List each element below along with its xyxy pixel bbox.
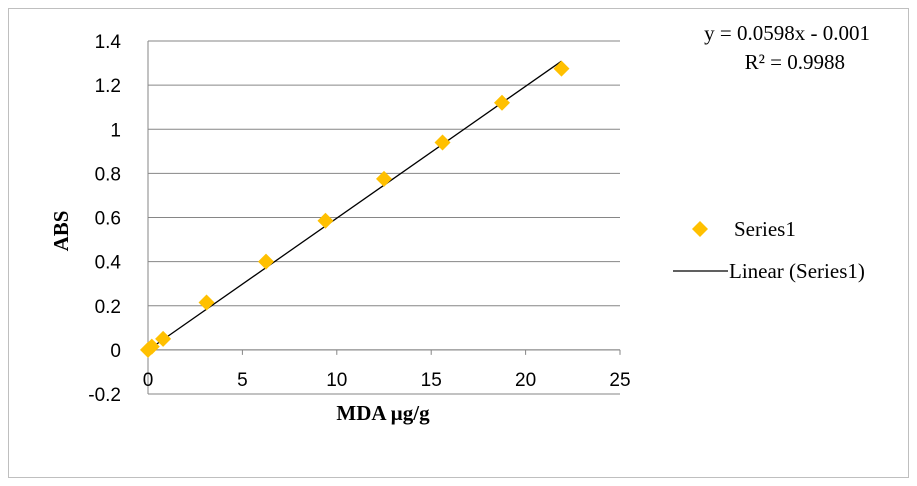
y-tick-label: 1.2 xyxy=(95,76,121,97)
data-point xyxy=(317,212,334,229)
legend-label-series1: Series1 xyxy=(734,217,796,241)
data-point xyxy=(198,294,215,311)
data-point xyxy=(155,330,172,347)
grid-lines xyxy=(148,40,620,395)
data-point xyxy=(258,253,274,270)
data-point xyxy=(553,60,570,77)
x-tick-label: 5 xyxy=(237,370,248,391)
y-tick-label: 0.4 xyxy=(95,253,122,274)
legend-item-series1: Series1 xyxy=(692,217,796,241)
x-tick-labels: 0 5 10 15 20 25 xyxy=(143,370,631,391)
y-tick-label: 0.8 xyxy=(95,164,121,185)
x-axis-title: MDA µg/g xyxy=(336,401,430,425)
y-tick-label: 1 xyxy=(110,120,121,141)
points-layer xyxy=(140,60,570,358)
x-tick-label: 10 xyxy=(326,370,347,391)
y-tick-label: 0 xyxy=(110,341,121,362)
y-tick-label: 0.6 xyxy=(95,209,121,230)
x-tick-label: 25 xyxy=(609,370,630,391)
legend-item-trendline: Linear (Series1) xyxy=(673,259,865,283)
data-point xyxy=(143,338,160,355)
trendline xyxy=(147,60,562,351)
y-tick-label: 0.2 xyxy=(95,297,121,318)
x-tick-label: 15 xyxy=(421,370,442,391)
trendline-equation: y = 0.0598x - 0.001 xyxy=(704,21,870,45)
y-axis-title: ABS xyxy=(49,211,73,252)
x-tick-label: 20 xyxy=(515,370,536,391)
legend-label-trendline: Linear (Series1) xyxy=(729,259,865,283)
y-tick-label: -0.2 xyxy=(88,385,121,406)
chart-frame xyxy=(8,8,909,478)
axes xyxy=(147,41,621,394)
plot-area: -0.2 0 0.2 0.4 0.6 0.8 1 1.2 1.4 0 5 10 15 20 25 xyxy=(88,32,630,406)
y-tick-label: 1.4 xyxy=(95,32,122,53)
data-point xyxy=(434,134,451,151)
y-tick-labels: -0.2 0 0.2 0.4 0.6 0.8 1 1.2 1.4 xyxy=(88,32,121,406)
data-point xyxy=(494,94,510,111)
trendline-layer xyxy=(147,60,562,351)
data-point xyxy=(376,170,392,187)
legend: Series1 Linear (Series1) xyxy=(673,217,865,283)
trendline-r-squared: R² = 0.9988 xyxy=(745,50,845,74)
x-tick-label: 0 xyxy=(143,370,154,391)
legend-marker-diamond-icon xyxy=(692,221,708,237)
